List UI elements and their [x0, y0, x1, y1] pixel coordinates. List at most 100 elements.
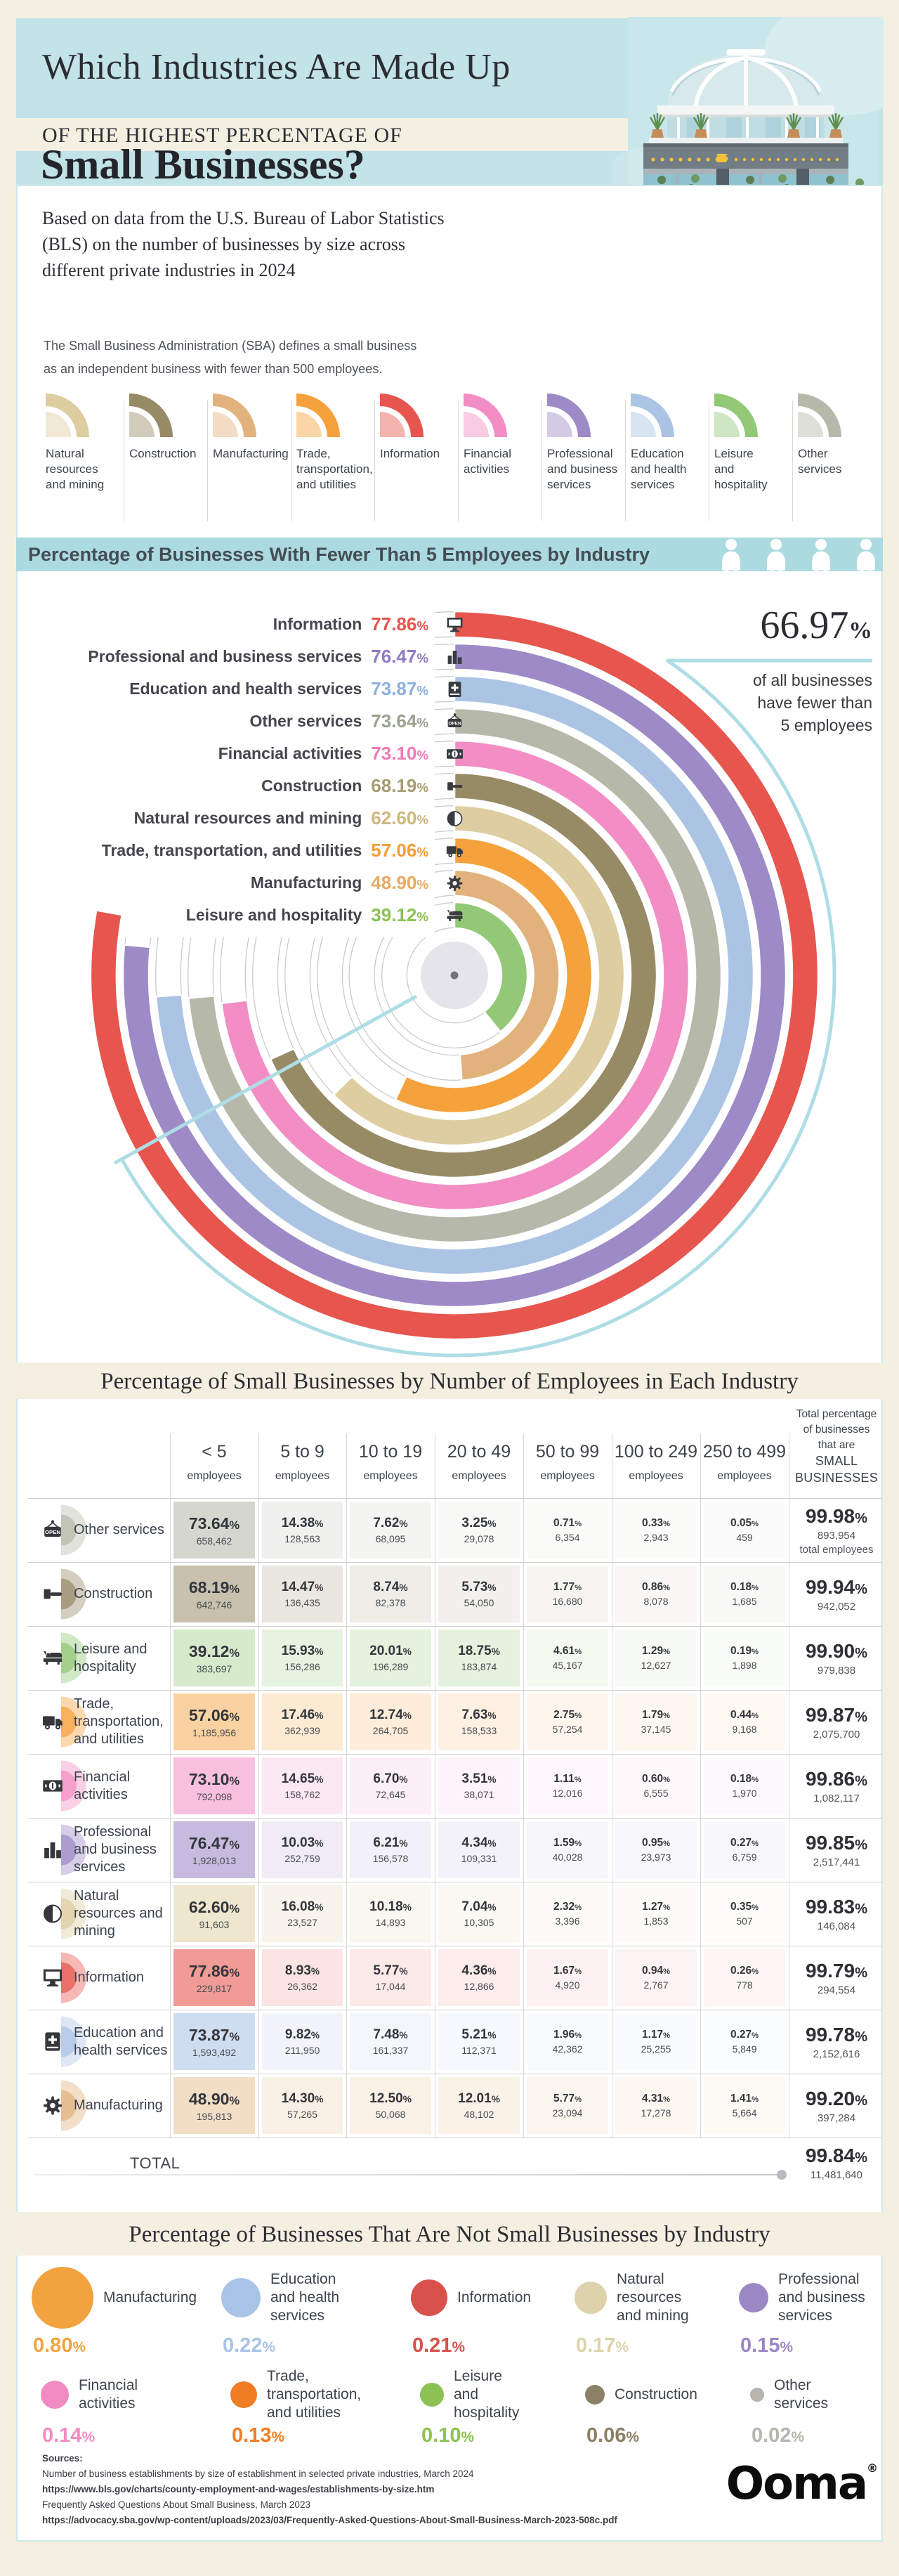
column-header-sub: employees: [452, 1470, 506, 1482]
table-row-industry-leisure: Leisure and hospitality: [28, 1626, 169, 1690]
truck-icon: [43, 1716, 63, 1730]
cell-pct: 3.25%: [461, 1516, 497, 1530]
cell-pct: 0.44%: [730, 1709, 759, 1721]
cell-pct: 5.73%: [461, 1580, 497, 1594]
legend-item-financial: Financial activities: [464, 392, 540, 526]
table-cell: 2.32% 3,396: [527, 1885, 608, 1942]
industry-name-text: Construction: [74, 1586, 153, 1601]
overlay-arc-66-97: [120, 658, 836, 1358]
bubble-label: Information: [457, 2289, 532, 2305]
table-cell: 2.75% 57,254: [527, 1693, 608, 1750]
cell-pct: 48.90%: [188, 2089, 240, 2108]
industry-badge-information: [43, 1952, 86, 2003]
bubble-circle-professional: [739, 2283, 768, 2312]
legend-item-manufacturing: Manufacturing: [213, 392, 289, 526]
radial-industry-name: Natural resources and mining: [133, 808, 362, 827]
industry-name: Education and health services: [74, 2010, 169, 2074]
cell-count: 9,168: [732, 1724, 757, 1735]
industry-name: Information: [74, 1946, 169, 2010]
cell-pct: 57.06%: [188, 1705, 240, 1724]
cell-count: 12,016: [552, 1788, 583, 1799]
table-cell: 14.65% 158,762: [262, 1757, 343, 1814]
gear-icon: [447, 876, 463, 891]
cell-pct: 73.10%: [188, 1769, 240, 1788]
cell-count: 23,094: [552, 2107, 583, 2119]
table-cell: 0.33% 2,943: [615, 1502, 697, 1559]
grand-total-label: TOTAL: [130, 2154, 181, 2172]
table-cell: 73.64% 658,462: [173, 1502, 255, 1559]
cell-pct: 15.93%: [281, 1644, 324, 1658]
table-cell: 7.48% 161,337: [350, 2013, 431, 2070]
cell-count: 50,068: [375, 2109, 406, 2120]
table-cell: 6.70% 72,645: [350, 1757, 431, 1814]
cell-count: 1,970: [732, 1788, 757, 1799]
cell-pct: 76.47%: [188, 1833, 240, 1852]
cell-pct: 62.60%: [188, 1897, 240, 1916]
legend-item-trade: Trade, transportation, and utilities: [296, 392, 373, 526]
bubble-item-education: Education and health services 0.22%: [221, 2265, 405, 2357]
bubble-top: Education and health services: [221, 2265, 405, 2330]
arc-professional: [122, 642, 787, 1308]
cell-count: 507: [736, 1915, 753, 1927]
cell-pct: 1.59%: [553, 1837, 582, 1849]
bubble-circle-trade: [230, 2381, 257, 2408]
table-cell: 0.94% 2,767: [615, 1949, 697, 2006]
table-cell: 14.30% 57,265: [262, 2077, 343, 2134]
cell-count: 252,759: [284, 1853, 320, 1864]
table-cell: 73.10% 792,098: [173, 1757, 255, 1814]
industry-name-text: Other services: [74, 1522, 164, 1537]
cell-count: 12,627: [641, 1660, 671, 1671]
cell-pct: 12.50%: [369, 2091, 412, 2106]
bubble-top: Other services: [750, 2369, 899, 2420]
table-cell: 3.25% 29,078: [438, 1502, 520, 1559]
legend-swatch-education-icon: [631, 393, 674, 437]
cell-count: 109,331: [461, 1853, 497, 1864]
radial-label-row-education: Education and health services 73.87%: [18, 676, 428, 701]
cell-count: 1,928,013: [192, 1854, 237, 1866]
intro-line: Based on data from the U.S. Bureau of La…: [42, 208, 445, 228]
table-cell: 10.18% 14,893: [350, 1885, 431, 1942]
legend-item-construction: Construction: [129, 392, 206, 526]
bubble-label: Trade, transportation, and utilities: [267, 2368, 362, 2421]
band-fewer-than-5-label: Percentage of Businesses With Fewer Than…: [28, 544, 650, 565]
industry-name-text: Professional and business services: [74, 1824, 157, 1875]
bed-icon: [43, 1651, 63, 1665]
sba-line: The Small Business Administration (SBA) …: [44, 339, 417, 353]
cell-pct: 4.36%: [461, 1963, 497, 1978]
industry-badge-manufacturing: [43, 2080, 86, 2131]
header-cream-stripe: [16, 118, 636, 151]
bubble-pct: 0.15%: [740, 2334, 794, 2357]
column-header-range: < 5: [202, 1442, 227, 1462]
table-cell: 1.79% 37,145: [615, 1693, 697, 1750]
cell-pct: 17.46%: [281, 1707, 324, 1722]
industry-name: Construction: [74, 1562, 169, 1626]
cell-pct: 1.17%: [641, 2029, 671, 2041]
cell-pct: 77.86%: [188, 1961, 240, 1980]
cell-pct: 14.65%: [281, 1771, 324, 1786]
cell-pct: 0.60%: [641, 1773, 671, 1785]
cell-pct: 7.62%: [373, 1516, 408, 1530]
table-cell: 0.60% 6,555: [615, 1757, 697, 1814]
cell-count: 6,354: [555, 1532, 580, 1543]
source-url[interactable]: https://www.bls.gov/charts/county-employ…: [42, 2484, 435, 2494]
bubble-label: Construction: [615, 2386, 697, 2402]
table-total-cell: 99.79% 294,554: [791, 1946, 882, 2010]
total-count: 2,075,700: [813, 1728, 860, 1741]
cell-pct: 4.34%: [461, 1835, 497, 1850]
table-cell: 0.19% 1,898: [704, 1629, 785, 1686]
bubble-circle-manufacturing: [32, 2267, 93, 2329]
legend-item-natural: Natural resources and mining: [46, 392, 122, 526]
legend-label-information: Information: [380, 447, 440, 460]
source-url[interactable]: https://advocacy.sba.gov/wp-content/uplo…: [42, 2515, 617, 2525]
bubble-pct: 0.22%: [223, 2334, 276, 2357]
grand-total-line: [34, 2174, 780, 2175]
arc-financial: [221, 739, 690, 1211]
table-cell: 73.87% 1,593,492: [173, 2013, 255, 2070]
table-row-divider: [28, 1690, 882, 1691]
cell-pct: 14.30%: [281, 2091, 324, 2106]
radial-industry-name: Construction: [261, 776, 362, 795]
cell-count: 45,167: [552, 1660, 583, 1671]
bubble-label: Other services: [774, 2377, 829, 2412]
table-cell: 15.93% 156,286: [262, 1629, 343, 1686]
cell-count: 1,853: [643, 1915, 669, 1927]
